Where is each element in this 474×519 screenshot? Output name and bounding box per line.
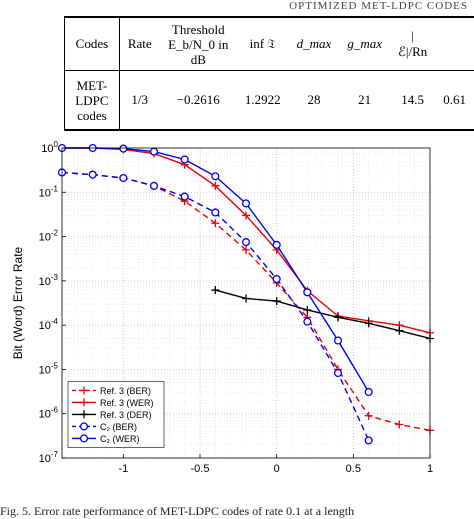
- cell-codes: MET-LDPC codes: [65, 71, 120, 131]
- table-row: MET-LDPC codes 1/3 −0.2616 1.2922 28 21 …: [65, 71, 474, 131]
- y-tick-label: 10-2: [39, 229, 59, 244]
- data-point-plus: [365, 412, 373, 420]
- data-point-plus: [303, 306, 311, 314]
- data-point-circle: [212, 173, 219, 180]
- running-header: OPTIMIZED MET-LDPC CODES: [289, 0, 468, 12]
- data-point-circle: [181, 156, 188, 163]
- y-tick-label: 10-1: [39, 184, 59, 199]
- y-tick-label: 10-4: [39, 317, 59, 332]
- legend-label: Ref. 3 (WER): [100, 398, 154, 408]
- legend-marker: [81, 435, 88, 442]
- cell-dmax: 28: [289, 71, 340, 131]
- x-tick-label: 1: [427, 463, 433, 475]
- cell-rate: 1/3: [119, 71, 159, 131]
- header-codes: Codes: [65, 17, 120, 71]
- y-tick-label: 100: [41, 140, 58, 155]
- data-point-circle: [151, 148, 158, 155]
- data-point-circle: [120, 175, 127, 182]
- data-point-circle: [212, 209, 219, 216]
- header-threshold: Threshold E_b/N_0 in dB: [160, 17, 237, 71]
- data-point-circle: [181, 193, 188, 200]
- data-point-plus: [395, 327, 403, 335]
- legend-marker: [81, 423, 88, 430]
- cell-edges: 14.5: [390, 71, 435, 131]
- data-point-circle: [273, 276, 280, 283]
- data-point-plus: [395, 421, 403, 429]
- data-point-circle: [304, 318, 311, 325]
- error-rate-chart: 100 10-1 10-2 10-3 10-4 10-5 10-6 10-7 -1 -0.5 0 0.…: [0, 140, 474, 480]
- header-extra: [435, 17, 474, 71]
- x-tick-label: -1: [118, 463, 128, 475]
- cell-extra: 0.61: [435, 71, 474, 131]
- cell-inf: 1.2922: [237, 71, 289, 131]
- header-dmax: d_max: [289, 17, 340, 71]
- data-point-circle: [273, 241, 280, 248]
- data-point-plus: [211, 286, 219, 294]
- data-point-plus: [242, 294, 250, 302]
- legend-label: C₂ (WER): [100, 434, 140, 444]
- data-point-circle: [151, 182, 158, 189]
- legend: Ref. 3 (BER) Ref. 3 (WER) Ref. 3 (DER) C₂ (…: [68, 381, 164, 447]
- cell-gmax: 21: [339, 71, 390, 131]
- data-point-circle: [365, 437, 372, 444]
- y-axis-label: Bit (Word) Error Rate: [11, 246, 25, 359]
- legend-label: C₂ (BER): [100, 422, 137, 432]
- legend-label: Ref. 3 (BER): [100, 386, 151, 396]
- data-point-circle: [89, 171, 96, 178]
- cell-threshold: −0.2616: [160, 71, 237, 131]
- y-tick-label: 10-3: [39, 273, 59, 288]
- data-point-circle: [304, 289, 311, 296]
- header-gmax: g_max: [339, 17, 390, 71]
- data-point-circle: [243, 200, 250, 207]
- header-edges: |ℰ|/Rn: [390, 17, 435, 71]
- header-rate: Rate: [119, 17, 159, 71]
- x-tick-label: 0.5: [346, 463, 361, 475]
- data-point-circle: [335, 370, 342, 377]
- data-point-circle: [120, 145, 127, 152]
- y-tick-label: 10-7: [39, 450, 59, 465]
- legend-label: Ref. 3 (DER): [100, 410, 152, 420]
- x-tick-label: 0: [274, 463, 280, 475]
- data-point-circle: [243, 239, 250, 246]
- y-tick-label: 10-5: [39, 361, 59, 376]
- x-tick-label: -0.5: [191, 463, 210, 475]
- table-header-row: Codes Rate Threshold E_b/N_0 in dB inf 𝔗…: [65, 17, 474, 71]
- data-point-circle: [335, 337, 342, 344]
- data-point-plus: [273, 297, 281, 305]
- data-point-circle: [365, 389, 372, 396]
- parameters-table: Codes Rate Threshold E_b/N_0 in dB inf 𝔗…: [64, 16, 474, 131]
- y-tick-label: 10-6: [39, 406, 59, 421]
- header-inf: inf 𝔗: [237, 17, 289, 71]
